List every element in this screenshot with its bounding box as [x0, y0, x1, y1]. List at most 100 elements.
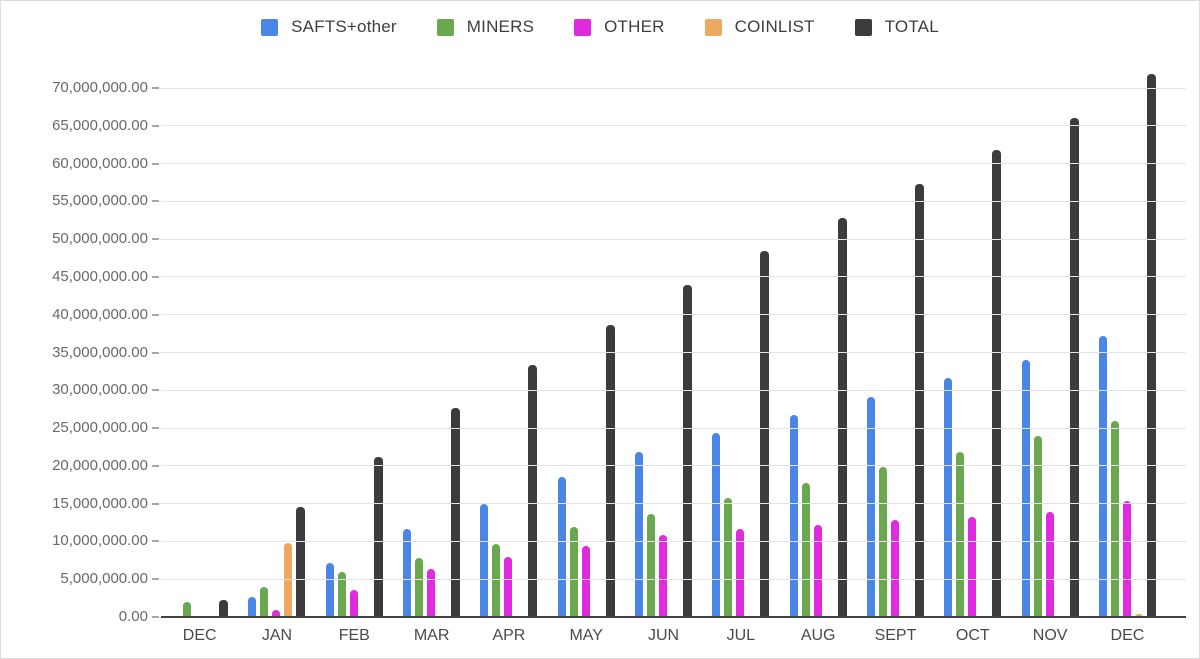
y-axis-label: 50,000,000.00: [52, 230, 148, 248]
bar-total-mar-3: [451, 407, 461, 617]
gridline: [161, 276, 1186, 278]
y-axis-tick: [152, 540, 159, 543]
bar-run: [635, 60, 693, 617]
x-axis-label: FEB: [338, 627, 370, 644]
bar-run: [1098, 60, 1156, 617]
gridline: [161, 314, 1186, 316]
bar-total-jun-6: [683, 284, 693, 617]
bar-run: [557, 60, 615, 617]
bar-other-sept-9: [890, 520, 899, 617]
bar-total-dec-12: [1146, 74, 1156, 617]
bar-total-dec-0: [219, 600, 229, 617]
x-axis-label: SEPT: [874, 627, 917, 644]
y-axis-label: 35,000,000.00: [52, 343, 148, 361]
bar-group-sept-9: SEPT: [857, 60, 934, 644]
legend-item-total: TOTAL: [854, 17, 939, 37]
legend-swatch-safts-other-icon: [261, 18, 279, 36]
y-axis-label: 10,000,000.00: [52, 532, 148, 550]
chart-legend: SAFTS+other MINERS OTHER COINLIST TOTAL: [0, 17, 1200, 37]
bar-group-oct-10: OCT: [934, 60, 1011, 644]
bar-total-jul-7: [760, 251, 770, 617]
plot-area: DEC JAN FEB MAR APR MAY JUN JUL AUG SEPT OCT NOV DEC: [161, 60, 1186, 644]
bar-safts-other-sept-9: [866, 397, 875, 617]
bar-other-may-5: [581, 546, 590, 617]
bar-group-dec-12: DEC: [1089, 60, 1166, 644]
bar-miners-oct-10: [956, 451, 965, 617]
y-axis-tick: [152, 351, 159, 354]
bar-total-jan-1: [296, 507, 306, 617]
bar-safts-other-jan-1: [248, 596, 257, 617]
bar-other-feb-2: [349, 589, 358, 617]
bar-safts-other-jun-6: [635, 451, 644, 617]
bar-group-nov-11: NOV: [1011, 60, 1088, 644]
bar-group-feb-2: FEB: [316, 60, 393, 644]
y-axis-label: 15,000,000.00: [52, 494, 148, 512]
y-axis-tick: [152, 124, 159, 127]
legend-label: TOTAL: [884, 17, 939, 36]
bar-safts-other-nov-11: [1021, 360, 1030, 617]
x-axis-label: JUL: [726, 627, 756, 644]
bar-total-nov-11: [1069, 118, 1079, 617]
x-axis-label: JAN: [261, 627, 293, 644]
y-axis-tick: [152, 502, 159, 505]
x-axis-label: JUN: [647, 627, 680, 644]
x-axis-label: MAR: [413, 627, 450, 644]
gridline: [161, 540, 1186, 542]
gridline: [161, 578, 1186, 580]
bar-coinlist-dec-12: [1134, 614, 1143, 617]
bar-safts-other-oct-10: [944, 378, 953, 617]
bar-group-mar-3: MAR: [393, 60, 470, 644]
bar-miners-dec-12: [1110, 421, 1119, 617]
y-axis-tick: [152, 238, 159, 241]
y-axis-label: 65,000,000.00: [52, 116, 148, 134]
bar-run: [480, 60, 538, 617]
bar-miners-apr-4: [492, 543, 501, 617]
legend-swatch-coinlist-icon: [704, 18, 722, 36]
legend-swatch-miners-icon: [436, 18, 454, 36]
bar-miners-mar-3: [415, 558, 424, 617]
bar-other-mar-3: [427, 569, 436, 617]
legend-item-other: OTHER: [574, 17, 665, 37]
bar-other-dec-12: [1122, 501, 1131, 617]
bar-safts-other-jul-7: [712, 433, 721, 617]
legend-item-miners: MINERS: [436, 17, 535, 37]
x-axis-label: DEC: [1110, 627, 1145, 644]
y-axis-label: 45,000,000.00: [52, 267, 148, 285]
bar-coinlist-jan-1: [284, 542, 293, 617]
gridline: [161, 125, 1186, 127]
x-axis-label: DEC: [182, 627, 217, 644]
y-axis-tick: [152, 162, 159, 165]
y-axis-tick: [152, 464, 159, 467]
bar-other-aug-8: [813, 524, 822, 617]
bar-safts-other-apr-4: [480, 503, 489, 617]
bar-group-dec-0: DEC: [161, 60, 238, 644]
y-axis-label: 60,000,000.00: [52, 154, 148, 172]
bar-group-jul-7: JUL: [702, 60, 779, 644]
bar-group-may-5: MAY: [548, 60, 625, 644]
bar-group-jan-1: JAN: [238, 60, 315, 644]
gridline: [161, 163, 1186, 165]
bars-row: DEC JAN FEB MAR APR MAY JUN JUL AUG SEPT OCT NOV DEC: [161, 60, 1166, 644]
bar-safts-other-dec-12: [1098, 335, 1107, 617]
bar-other-apr-4: [504, 557, 513, 617]
legend-swatch-total-icon: [854, 18, 872, 36]
legend-label: SAFTS+other: [291, 17, 397, 36]
bar-run: [944, 60, 1002, 617]
bar-safts-other-may-5: [557, 477, 566, 617]
x-axis-line: [161, 616, 1186, 618]
legend-label: MINERS: [466, 17, 535, 36]
bar-group-aug-8: AUG: [780, 60, 857, 644]
bar-total-feb-2: [373, 456, 383, 617]
y-axis-tick: [152, 200, 159, 203]
bar-miners-dec-0: [183, 601, 192, 617]
y-axis-label: 5,000,000.00: [60, 570, 148, 588]
bar-run: [1021, 60, 1079, 617]
bar-miners-jul-7: [724, 498, 733, 617]
x-axis-label: MAY: [569, 627, 603, 644]
bar-miners-jan-1: [260, 586, 269, 617]
legend-item-coinlist: COINLIST: [704, 17, 815, 37]
y-axis-tick: [152, 389, 159, 392]
bar-safts-other-feb-2: [325, 562, 334, 617]
gridline: [161, 87, 1186, 89]
